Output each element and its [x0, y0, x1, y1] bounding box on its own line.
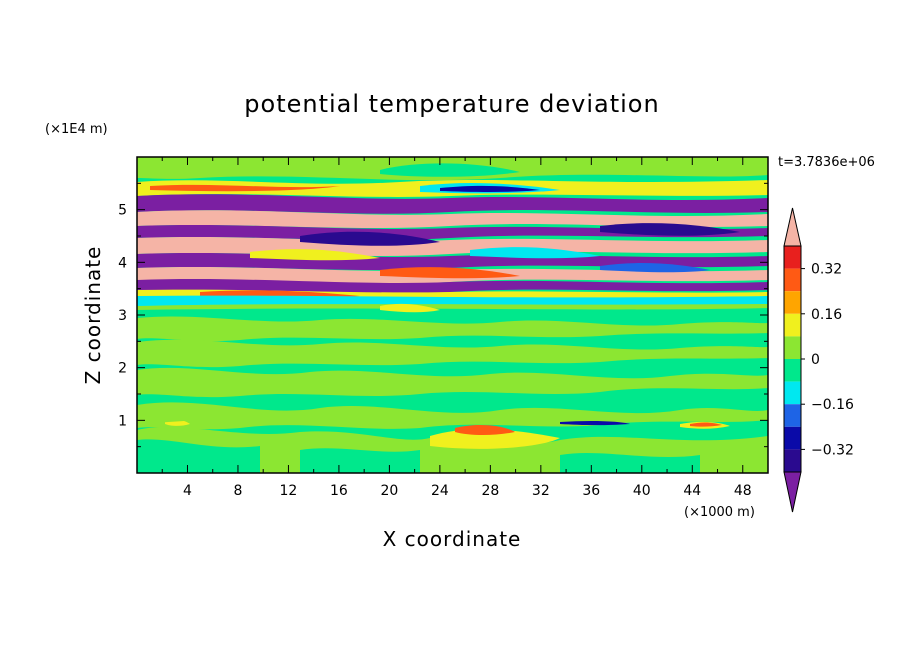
x-axis-label: X coordinate [383, 527, 522, 551]
y-unit-label: (×1E4 m) [45, 122, 108, 137]
x-tick-label: 4 [183, 483, 192, 499]
colorbar-band [784, 336, 801, 359]
colorbar-tick-label: −0.32 [811, 442, 854, 458]
colorbar-band [784, 291, 801, 314]
colorbar-band [784, 449, 801, 472]
y-tick-label: 5 [118, 203, 127, 219]
colorbar-band [784, 359, 801, 382]
y-tick-label: 2 [118, 361, 127, 377]
colorbar-band [784, 246, 801, 269]
x-tick-label: 44 [683, 483, 701, 499]
colorbar-band [784, 268, 801, 292]
x-tick-label: 16 [330, 483, 348, 499]
x-axis-ticks: 4 8 12 16 20 24 28 32 36 40 44 48 [161, 157, 752, 499]
x-tick-label: 24 [431, 483, 449, 499]
colorbar-tick-label: 0 [811, 352, 820, 368]
x-tick-label: 20 [380, 483, 398, 499]
x-tick-label: 40 [633, 483, 651, 499]
upper-zone-bands [137, 157, 768, 313]
y-axis-label: Z coordinate [81, 246, 105, 385]
y-tick-label: 3 [118, 308, 127, 324]
x-tick-label: 32 [532, 483, 550, 499]
colorbar-tick-label: 0.16 [811, 307, 842, 323]
colorbar-tick-label: 0.32 [811, 262, 842, 278]
y-tick-label: 1 [118, 413, 127, 429]
contour-field [137, 157, 768, 473]
y-tick-label: 4 [118, 255, 127, 271]
x-tick-label: 28 [481, 483, 499, 499]
colorbar-band [784, 426, 801, 450]
x-tick-label: 36 [582, 483, 600, 499]
colorbar: 0.32 0.16 0 −0.16 −0.32 [783, 207, 854, 513]
colorbar-band [784, 404, 801, 427]
x-tick-label: 48 [734, 483, 752, 499]
colorbar-bottom-arrow [783, 471, 802, 513]
colorbar-band [784, 381, 801, 405]
chart-title: potential temperature deviation [244, 90, 659, 118]
x-tick-label: 12 [280, 483, 298, 499]
y-axis-ticks: 1 2 3 4 5 [118, 182, 768, 448]
colorbar-top-arrow [783, 207, 802, 247]
colorbar-tick-label: −0.16 [811, 397, 854, 413]
time-label: t=3.7836e+06 [778, 155, 875, 170]
x-unit-label: (×1000 m) [684, 505, 755, 520]
x-tick-label: 8 [233, 483, 242, 499]
colorbar-band [784, 313, 801, 337]
